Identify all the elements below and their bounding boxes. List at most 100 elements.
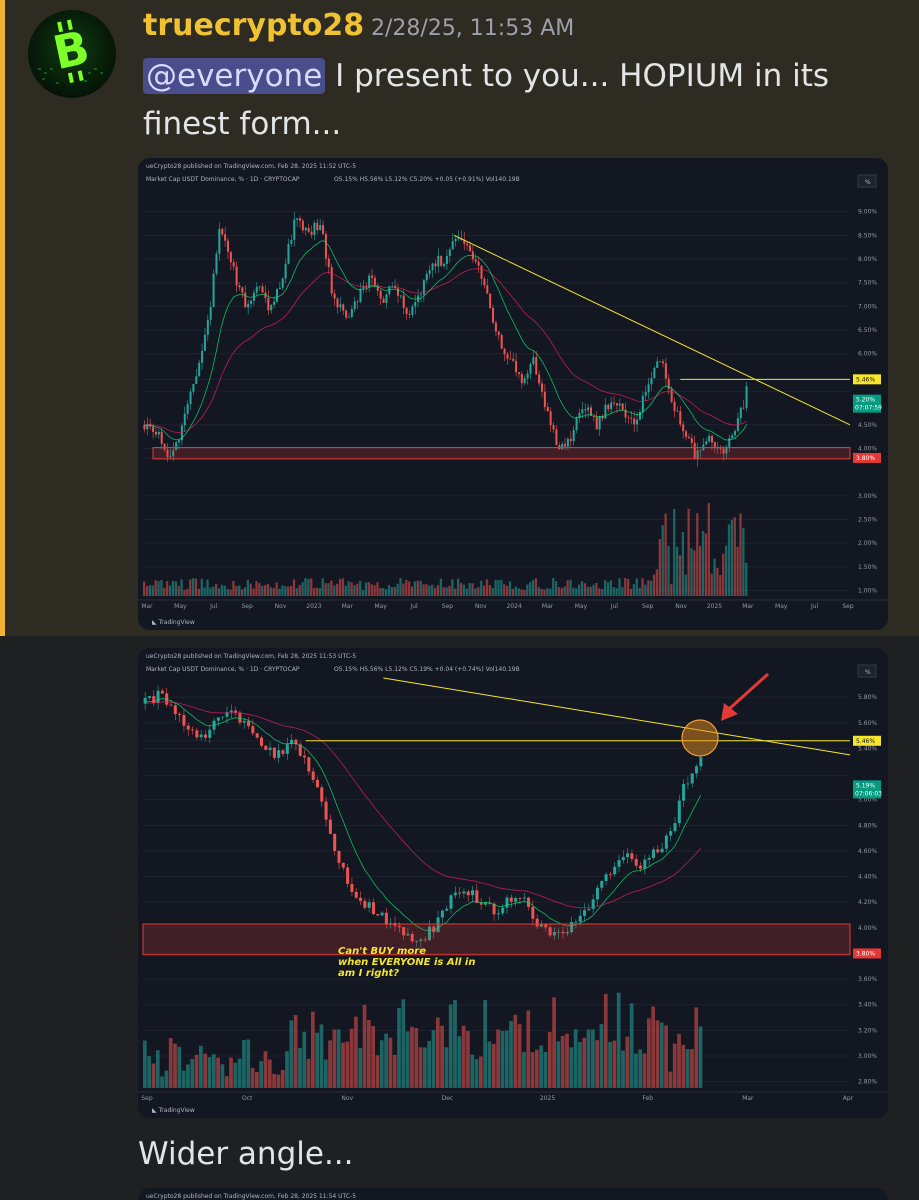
candle-body	[578, 412, 581, 419]
x-tick-label: May	[374, 603, 387, 610]
volume-bar	[423, 1047, 427, 1088]
avatar[interactable]: B	[28, 10, 116, 98]
volume-bar	[258, 583, 261, 596]
volume-bar	[350, 582, 353, 596]
candle-body	[146, 423, 149, 430]
volume-bar	[168, 1038, 173, 1088]
candle-body	[353, 301, 356, 309]
volume-bar	[599, 1024, 604, 1088]
y-tick-label: 2.50%	[858, 516, 877, 523]
candle-body	[463, 239, 466, 244]
candle-body	[434, 263, 437, 267]
candle-body	[514, 898, 518, 902]
volume-bar	[638, 1049, 643, 1088]
volume-bar	[315, 1032, 320, 1088]
candle-body	[241, 287, 244, 293]
candle-body	[287, 243, 290, 264]
volume-bar	[526, 584, 529, 596]
candle-body	[225, 712, 229, 717]
volume-bar	[356, 583, 359, 596]
volume-bar	[448, 585, 451, 596]
candle-body	[322, 225, 325, 234]
price-tag-label: 5.20%	[856, 397, 875, 404]
volume-bar	[513, 1014, 518, 1088]
volume-bar	[390, 587, 394, 596]
candle-body	[337, 850, 341, 863]
candle-body	[247, 303, 250, 308]
chart-image-2[interactable]: ueCrypto28 published on TradingView.com,…	[138, 648, 888, 1118]
candle-body	[363, 900, 367, 908]
candle-body	[656, 849, 660, 853]
volume-bar	[203, 587, 206, 596]
price-tag-label: 5.19%	[856, 782, 875, 789]
chart-symbol-line: Market Cap USDT Dominance, % · 1D · CRYP…	[146, 666, 300, 673]
y-tick-label: 2.00%	[858, 540, 877, 547]
candle-body	[221, 228, 224, 235]
x-tick-label: Feb	[642, 1095, 653, 1102]
candle-body	[163, 443, 166, 450]
candle-body	[445, 908, 449, 911]
candle-body	[201, 350, 204, 363]
candle-body	[483, 902, 487, 905]
volume-bar	[347, 581, 350, 596]
candle-body	[598, 415, 601, 430]
candle-body	[173, 705, 177, 715]
volume-bar	[500, 579, 503, 596]
volume-bar	[629, 588, 633, 596]
volume-bar	[549, 588, 552, 596]
volume-bar	[206, 579, 209, 596]
candle-body	[708, 435, 711, 442]
candle-body	[574, 921, 578, 923]
candle-body	[624, 409, 627, 418]
volume-bar	[573, 1029, 578, 1088]
mention-everyone[interactable]: @everyone	[143, 58, 326, 94]
candle-body	[391, 285, 394, 287]
volume-bar	[627, 578, 630, 596]
volume-bar	[480, 580, 483, 596]
candle-body	[474, 259, 477, 262]
volume-bar	[272, 587, 275, 596]
chart-image-1[interactable]: ueCrypto28 published on TradingView.com,…	[138, 158, 888, 630]
candle-body	[522, 897, 526, 899]
candle-body	[259, 737, 263, 746]
candle-body	[595, 417, 598, 430]
volume-bar	[190, 1058, 195, 1088]
candle-body	[166, 449, 169, 457]
volume-bar	[672, 1043, 677, 1088]
volume-bar	[719, 575, 722, 596]
x-tick-label: Mar	[342, 603, 354, 610]
candle-body	[238, 712, 242, 723]
candle-body	[693, 442, 696, 460]
volume-bar	[664, 513, 667, 596]
candle-body	[716, 447, 719, 449]
x-tick-label: May	[775, 603, 788, 610]
volume-bar	[526, 1010, 531, 1088]
moving-average-fast	[145, 698, 702, 931]
candle-body	[471, 890, 475, 896]
y-tick-label: 3.60%	[858, 976, 877, 983]
volume-bar	[694, 1007, 699, 1088]
volume-bar	[246, 579, 249, 596]
volume-bar	[535, 1049, 539, 1088]
volume-bar	[212, 586, 215, 596]
candle-body	[517, 372, 520, 374]
candle-body	[156, 690, 160, 704]
volume-bar	[362, 1004, 367, 1088]
candle-body	[500, 334, 503, 349]
candle-body	[676, 410, 679, 412]
username[interactable]: truecrypto28	[143, 8, 365, 43]
candle-body	[690, 438, 693, 443]
y-tick-label: 8.00%	[858, 256, 877, 263]
volume-bar	[517, 588, 520, 596]
x-tick-label: Mar	[141, 603, 153, 610]
candle-body	[310, 231, 313, 235]
chart-image-3[interactable]: ueCrypto28 published on TradingView.com,…	[138, 1188, 888, 1200]
volume-bar	[634, 1053, 638, 1088]
volume-bar	[690, 548, 693, 596]
volume-bar	[209, 587, 212, 596]
candle-body	[251, 726, 255, 734]
volume-bar	[414, 1027, 419, 1088]
candle-body	[492, 307, 495, 323]
candle-body	[281, 750, 285, 754]
chart-annotation-line: am I right?	[338, 968, 399, 979]
